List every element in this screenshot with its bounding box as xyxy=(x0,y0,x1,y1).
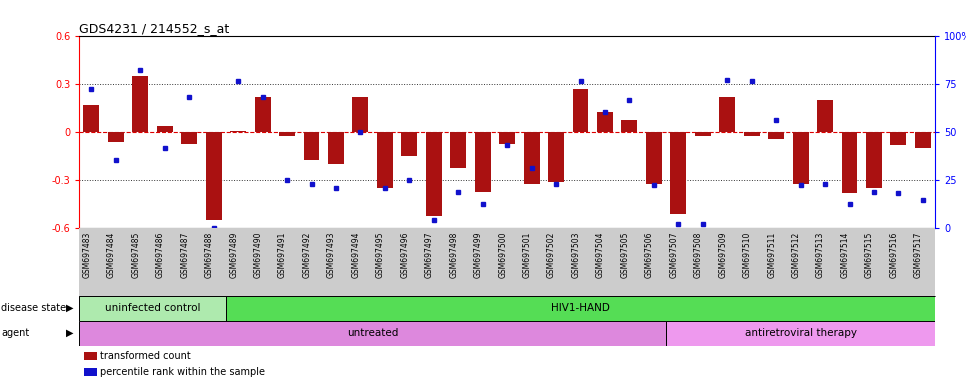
Bar xyxy=(695,132,711,136)
Bar xyxy=(646,132,662,184)
Text: GSM697486: GSM697486 xyxy=(156,232,165,278)
Text: transformed count: transformed count xyxy=(100,351,191,361)
Text: GSM697501: GSM697501 xyxy=(523,232,531,278)
Bar xyxy=(817,101,833,132)
Text: GSM697508: GSM697508 xyxy=(694,232,703,278)
Bar xyxy=(768,132,784,139)
Bar xyxy=(915,132,931,149)
Text: GSM697487: GSM697487 xyxy=(181,232,189,278)
Text: antiretroviral therapy: antiretroviral therapy xyxy=(745,328,857,338)
Text: GSM697494: GSM697494 xyxy=(352,232,360,278)
Text: GSM697489: GSM697489 xyxy=(229,232,239,278)
Bar xyxy=(474,132,491,192)
Bar xyxy=(303,132,320,160)
Text: GSM697517: GSM697517 xyxy=(914,232,923,278)
Bar xyxy=(670,132,686,214)
Text: GSM697510: GSM697510 xyxy=(743,232,752,278)
Text: GSM697503: GSM697503 xyxy=(572,232,581,278)
Text: GSM697502: GSM697502 xyxy=(547,232,556,278)
Text: GSM697491: GSM697491 xyxy=(278,232,287,278)
Bar xyxy=(230,131,246,132)
Bar xyxy=(182,132,197,144)
Text: GSM697512: GSM697512 xyxy=(791,232,801,278)
Bar xyxy=(450,132,467,168)
Bar xyxy=(573,89,588,132)
Text: GSM697505: GSM697505 xyxy=(620,232,630,278)
Text: GSM697516: GSM697516 xyxy=(890,232,898,278)
Text: percentile rank within the sample: percentile rank within the sample xyxy=(100,367,266,377)
Bar xyxy=(667,321,935,346)
Text: HIV1-HAND: HIV1-HAND xyxy=(551,303,610,313)
Text: agent: agent xyxy=(1,328,29,338)
Bar xyxy=(328,132,344,164)
Bar xyxy=(206,132,221,220)
Text: GSM697507: GSM697507 xyxy=(669,232,678,278)
Text: GSM697498: GSM697498 xyxy=(449,232,458,278)
Text: GSM697511: GSM697511 xyxy=(767,232,776,278)
Bar xyxy=(524,132,540,184)
Bar xyxy=(255,97,270,132)
Bar xyxy=(377,132,393,189)
Bar xyxy=(79,296,226,321)
Bar xyxy=(793,132,809,184)
Text: GSM697509: GSM697509 xyxy=(719,232,727,278)
Text: GSM697496: GSM697496 xyxy=(400,232,410,278)
Bar xyxy=(720,97,735,132)
Text: disease state: disease state xyxy=(1,303,66,313)
Text: GSM697490: GSM697490 xyxy=(254,232,263,278)
Bar xyxy=(499,132,515,144)
Bar xyxy=(402,132,417,157)
Bar xyxy=(548,132,564,182)
Bar xyxy=(83,105,99,132)
Text: GSM697515: GSM697515 xyxy=(865,232,874,278)
Text: untreated: untreated xyxy=(347,328,398,338)
Bar xyxy=(426,132,441,216)
Text: GSM697497: GSM697497 xyxy=(425,232,434,278)
Bar xyxy=(597,112,612,132)
Bar xyxy=(279,132,295,136)
Text: GSM697488: GSM697488 xyxy=(205,232,213,278)
Text: GSM697504: GSM697504 xyxy=(596,232,605,278)
Bar xyxy=(132,76,149,132)
Bar xyxy=(353,97,368,132)
Text: ▶: ▶ xyxy=(66,303,73,313)
Text: GSM697495: GSM697495 xyxy=(376,232,384,278)
Bar xyxy=(866,132,882,189)
Text: GSM697500: GSM697500 xyxy=(498,232,507,278)
Text: GSM697499: GSM697499 xyxy=(473,232,483,278)
Bar xyxy=(891,132,906,145)
Text: GSM697484: GSM697484 xyxy=(107,232,116,278)
Bar xyxy=(621,120,638,132)
Text: GSM697513: GSM697513 xyxy=(816,232,825,278)
Text: ▶: ▶ xyxy=(66,328,73,338)
Bar xyxy=(841,132,858,193)
Bar xyxy=(108,132,124,142)
Text: uninfected control: uninfected control xyxy=(105,303,200,313)
Text: GSM697514: GSM697514 xyxy=(840,232,849,278)
Text: GSM697492: GSM697492 xyxy=(302,232,311,278)
Text: GDS4231 / 214552_s_at: GDS4231 / 214552_s_at xyxy=(79,22,230,35)
Text: GSM697485: GSM697485 xyxy=(131,232,140,278)
Bar xyxy=(156,126,173,132)
Text: GSM697483: GSM697483 xyxy=(82,232,92,278)
Text: GSM697493: GSM697493 xyxy=(327,232,336,278)
Text: GSM697506: GSM697506 xyxy=(645,232,654,278)
Bar xyxy=(226,296,935,321)
Bar xyxy=(744,132,759,136)
Bar xyxy=(79,321,667,346)
